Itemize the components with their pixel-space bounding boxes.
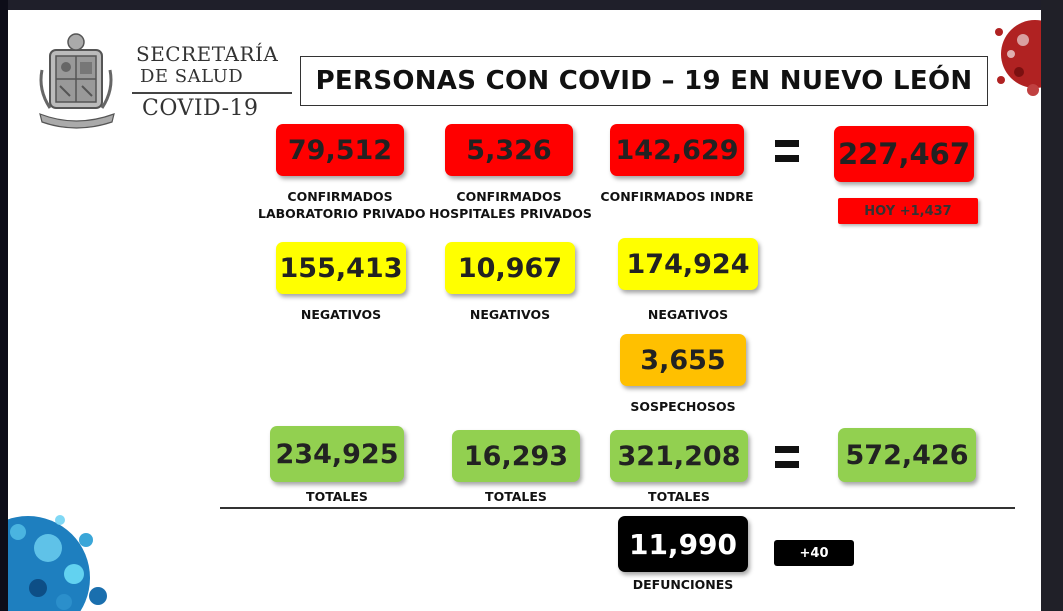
deaths-increase-badge: +40: [774, 540, 854, 566]
deaths-label: DEFUNCIONES: [632, 577, 734, 592]
confirmed-hosp-box: 5,326: [445, 124, 573, 176]
slide: SECRETARÍA DE SALUD COVID-19 PERSONAS CO…: [8, 10, 1041, 611]
equals-icon: [775, 446, 799, 468]
deaths-box: 11,990: [618, 516, 748, 572]
confirmed-hosp-label: CONFIRMADOS HOSPITALES PRIVADOS: [429, 188, 592, 222]
window-right-border: [1041, 0, 1063, 611]
confirmed-total-box: 227,467: [834, 126, 974, 182]
equals-icon: [775, 140, 799, 162]
total-lab-box: 234,925: [270, 426, 404, 482]
title-box: PERSONAS CON COVID – 19 EN NUEVO LEÓN: [300, 56, 988, 106]
total-lab-label: TOTALES: [306, 489, 368, 504]
total-hosp-label: TOTALES: [485, 489, 547, 504]
suspects-label: SOSPECHOSOS: [630, 399, 736, 414]
total-indre-label: TOTALES: [648, 489, 710, 504]
confirmed-indre-label: CONFIRMADOS INDRE: [600, 189, 754, 204]
total-indre-box: 321,208: [610, 430, 748, 482]
confirmed-indre-box: 142,629: [610, 124, 744, 176]
suspects-box: 3,655: [620, 334, 746, 386]
divider-line: [220, 507, 1015, 509]
health-secretariat-logo: SECRETARÍA DE SALUD COVID-19: [36, 30, 292, 140]
org-name-line1: SECRETARÍA: [136, 42, 279, 66]
negative-hosp-box: 10,967: [445, 242, 575, 294]
label-line: CONFIRMADOS: [456, 189, 562, 204]
negative-lab-label: NEGATIVOS: [300, 307, 382, 322]
label-line: CONFIRMADOS: [287, 189, 393, 204]
negative-indre-box: 174,924: [618, 238, 758, 290]
org-name-line2: DE SALUD: [140, 66, 244, 87]
label-line: HOSPITALES PRIVADOS: [429, 206, 592, 221]
state-seal-icon: [39, 33, 115, 129]
negative-hosp-label: NEGATIVOS: [469, 307, 551, 322]
window-top-border: [0, 0, 1063, 10]
negative-indre-label: NEGATIVOS: [647, 307, 729, 322]
confirmed-lab-label: CONFIRMADOS LABORATORIO PRIVADO: [258, 188, 426, 222]
org-program: COVID-19: [142, 96, 259, 121]
logo-divider: [132, 92, 292, 94]
label-line: LABORATORIO PRIVADO: [258, 206, 426, 221]
confirmed-lab-box: 79,512: [276, 124, 404, 176]
total-hosp-box: 16,293: [452, 430, 580, 482]
window-left-border: [0, 0, 8, 611]
today-increase-badge: HOY +1,437: [838, 198, 978, 224]
grand-total-box: 572,426: [838, 428, 976, 482]
page-title: PERSONAS CON COVID – 19 EN NUEVO LEÓN: [315, 66, 973, 96]
virus-icon: [8, 515, 107, 611]
negative-lab-box: 155,413: [276, 242, 406, 294]
virus-icon: [995, 20, 1041, 96]
